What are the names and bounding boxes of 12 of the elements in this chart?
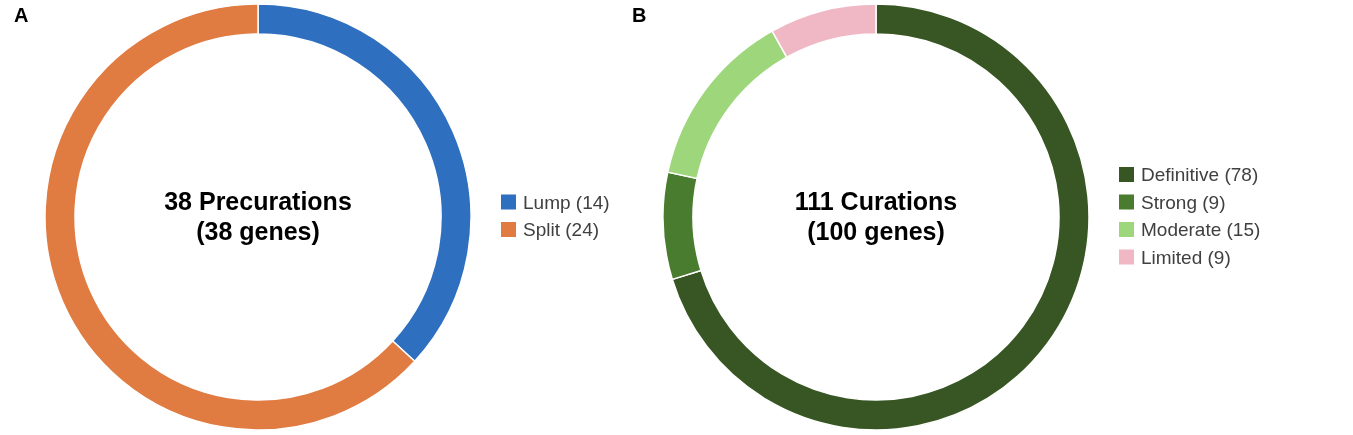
chart-title: A <box>14 4 29 26</box>
text: 38 Precurations <box>164 187 352 215</box>
legend-label: Limited (9) <box>1141 246 1231 268</box>
legend-label: Lump (14) <box>523 191 610 213</box>
text: (38 genes) <box>196 217 320 245</box>
text: (100 genes) <box>807 217 945 245</box>
legend-label: Strong (9) <box>1141 191 1226 213</box>
legend-label: Moderate (15) <box>1141 219 1261 240</box>
chart-title: B <box>632 4 647 26</box>
legend-label: Definitive (78) <box>1141 164 1259 185</box>
legend-label: Split (24) <box>523 219 600 240</box>
text: 111 Curations <box>794 187 958 215</box>
